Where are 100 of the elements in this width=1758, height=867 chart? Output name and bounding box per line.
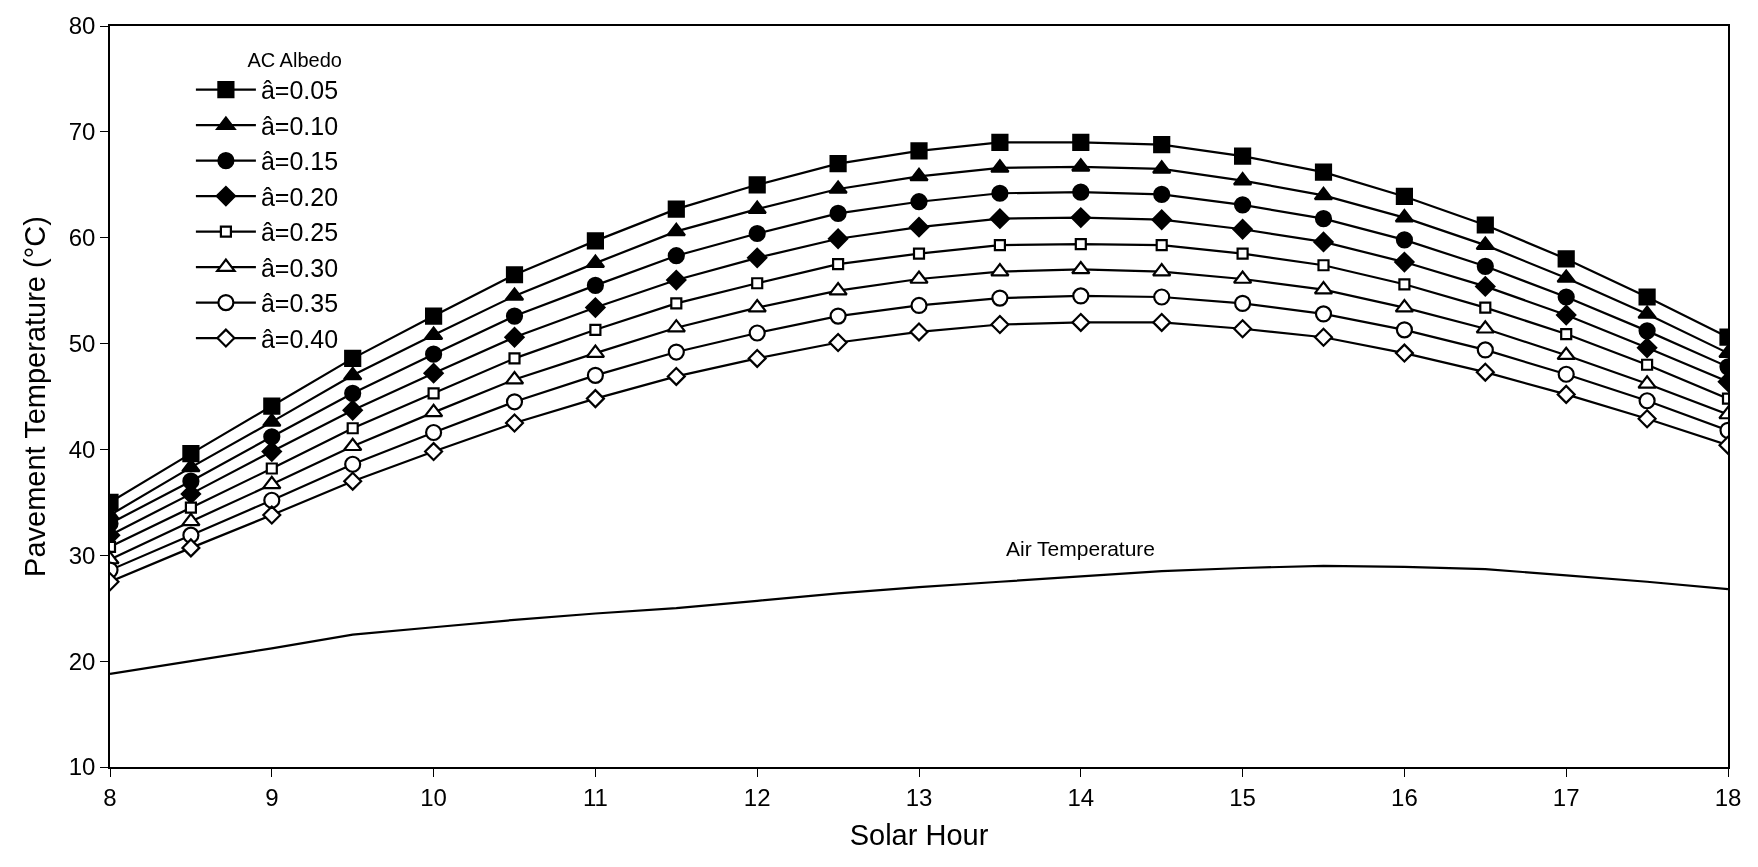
point xyxy=(1476,216,1494,234)
point xyxy=(912,247,926,260)
point xyxy=(504,413,525,433)
point xyxy=(1638,322,1656,340)
point xyxy=(585,389,605,409)
x-tick-label: 17 xyxy=(1552,783,1580,811)
point xyxy=(1313,186,1334,201)
point xyxy=(747,348,767,368)
point xyxy=(991,133,1009,152)
point xyxy=(505,307,524,325)
point xyxy=(427,387,440,400)
point xyxy=(1071,312,1091,332)
point xyxy=(1637,409,1657,429)
point xyxy=(505,393,524,411)
point xyxy=(828,282,848,296)
point xyxy=(829,204,847,222)
point xyxy=(1475,276,1496,297)
point xyxy=(990,262,1010,277)
point xyxy=(827,228,849,249)
x-tick-label: 11 xyxy=(582,783,608,811)
point xyxy=(263,397,281,415)
point xyxy=(504,370,525,385)
point xyxy=(1560,327,1573,341)
point xyxy=(586,232,604,250)
point xyxy=(908,216,930,238)
point xyxy=(1476,257,1494,275)
point xyxy=(1394,343,1414,363)
point xyxy=(1151,262,1172,277)
x-tick-label: 15 xyxy=(1229,783,1256,811)
point xyxy=(262,505,282,525)
x-tick-label: 18 xyxy=(1714,783,1742,811)
y-tick-label: 60 xyxy=(68,224,96,252)
point xyxy=(1557,250,1575,268)
point xyxy=(1395,321,1413,339)
y-tick-label: 30 xyxy=(68,541,96,569)
point xyxy=(181,512,201,527)
point xyxy=(1637,375,1657,389)
point xyxy=(747,200,767,214)
point xyxy=(748,324,766,342)
point xyxy=(504,327,525,348)
point xyxy=(1071,158,1091,172)
legend-label: â=0.10 xyxy=(260,111,339,140)
point xyxy=(508,352,521,365)
point xyxy=(1314,305,1333,323)
point xyxy=(1151,209,1172,230)
point xyxy=(182,445,200,463)
point xyxy=(1641,358,1654,371)
point xyxy=(747,247,768,269)
point xyxy=(989,208,1011,229)
point xyxy=(181,538,201,558)
point xyxy=(1556,269,1576,283)
point xyxy=(1398,278,1411,291)
point xyxy=(346,422,359,435)
point xyxy=(589,323,602,336)
point xyxy=(184,501,197,514)
point xyxy=(1636,337,1658,359)
point xyxy=(1317,259,1330,272)
legend-label: â=0.05 xyxy=(260,76,339,105)
point xyxy=(1638,392,1656,410)
point xyxy=(1234,147,1252,165)
point xyxy=(586,276,604,294)
point xyxy=(1638,288,1656,306)
point xyxy=(342,400,363,421)
point xyxy=(1556,304,1577,326)
point xyxy=(1475,362,1495,382)
point xyxy=(1155,239,1168,252)
point xyxy=(505,266,524,284)
point xyxy=(425,423,443,442)
point xyxy=(1314,210,1333,228)
point xyxy=(1637,305,1657,319)
y-tick-label: 40 xyxy=(68,435,96,463)
x-tick-label: 8 xyxy=(103,783,117,811)
x-tick-label: 13 xyxy=(905,783,933,811)
point xyxy=(666,222,687,237)
point xyxy=(667,343,685,361)
point xyxy=(667,247,685,265)
point xyxy=(342,366,363,381)
point xyxy=(829,155,847,173)
point xyxy=(1395,231,1413,249)
point xyxy=(1313,327,1334,347)
y-tick-label: 80 xyxy=(68,12,96,40)
point xyxy=(991,184,1009,202)
point xyxy=(265,462,278,475)
point xyxy=(262,413,282,427)
point xyxy=(262,475,282,490)
x-tick-label: 10 xyxy=(420,783,447,811)
point xyxy=(1313,280,1334,295)
point xyxy=(1232,219,1253,240)
point xyxy=(1153,288,1171,306)
point xyxy=(1557,288,1575,306)
point xyxy=(1479,301,1492,314)
point xyxy=(1232,171,1253,186)
point xyxy=(748,176,766,194)
y-tick-label: 20 xyxy=(68,647,96,675)
point xyxy=(751,277,764,290)
y-tick-label: 10 xyxy=(68,753,96,781)
point xyxy=(1394,251,1415,273)
point xyxy=(1072,183,1090,201)
point xyxy=(1314,163,1333,181)
point xyxy=(1233,319,1253,339)
